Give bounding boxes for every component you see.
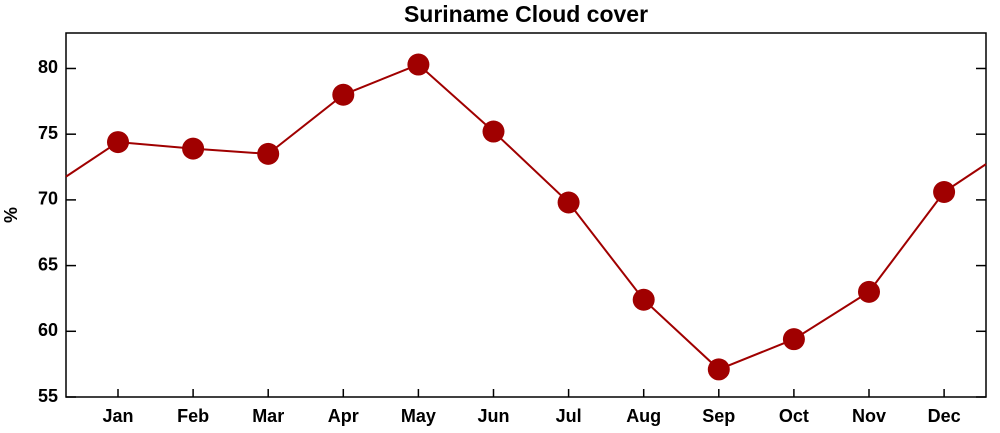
chart-title: Suriname Cloud cover xyxy=(404,1,648,27)
y-tick-label: 55 xyxy=(38,386,58,406)
x-tick-label: Mar xyxy=(252,406,284,426)
y-tick-label: 80 xyxy=(38,57,58,77)
x-tick-label: Aug xyxy=(626,406,661,426)
y-tick-label: 60 xyxy=(38,320,58,340)
marker xyxy=(182,137,205,160)
marker xyxy=(858,280,880,303)
plot-frame xyxy=(65,32,987,398)
x-tick-label: Sep xyxy=(702,406,735,426)
x-tick-label: Apr xyxy=(328,406,359,426)
x-tick-label: Jan xyxy=(102,406,133,426)
y-axis-label: % xyxy=(1,207,21,223)
marker xyxy=(707,358,730,381)
x-tick-label: Dec xyxy=(928,406,961,426)
x-tick-label: Oct xyxy=(779,406,809,426)
marker xyxy=(782,328,805,351)
x-tick-label: Jul xyxy=(556,406,582,426)
x-tick-label: Feb xyxy=(177,406,209,426)
x-tick-label: May xyxy=(401,406,436,426)
marker xyxy=(407,53,430,76)
series-line xyxy=(117,63,945,371)
marker xyxy=(632,288,655,311)
y-tick-label: 75 xyxy=(38,123,58,143)
x-tick-label: Nov xyxy=(852,406,886,426)
marker xyxy=(933,181,956,204)
y-tick-label: 70 xyxy=(38,189,58,209)
y-tick-label: 65 xyxy=(38,254,58,274)
marker xyxy=(107,131,129,154)
marker xyxy=(257,142,280,165)
marker xyxy=(332,83,355,106)
marker xyxy=(557,191,580,214)
marker xyxy=(482,120,505,143)
x-tick-label: Jun xyxy=(477,406,509,426)
